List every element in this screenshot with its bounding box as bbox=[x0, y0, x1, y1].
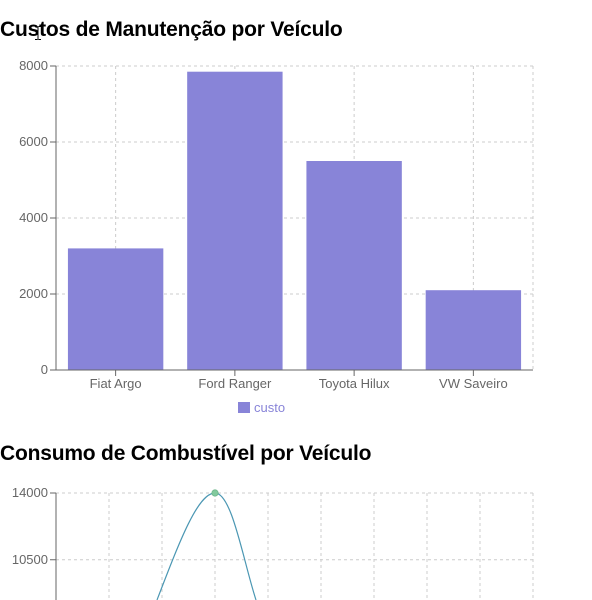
x-tick-label: Ford Ranger bbox=[198, 376, 272, 391]
y-tick-label: 10500 bbox=[12, 552, 48, 567]
legend-swatch-custo bbox=[238, 402, 250, 413]
x-tick-label: Toyota Hilux bbox=[319, 376, 390, 391]
y-tick-label: 14000 bbox=[12, 485, 48, 500]
y-tick-label: 2000 bbox=[19, 286, 48, 301]
y-tick-label: 0 bbox=[41, 362, 48, 377]
x-tick-label: VW Saveiro bbox=[439, 376, 508, 391]
maintenance-cost-bar-chart: 0 2000 4000 6000 8000 Fiat Argo Ford Ranger Toy… bbox=[19, 58, 534, 415]
y-tick-label: 8000 bbox=[19, 58, 48, 73]
bar-fiat-argo bbox=[67, 248, 164, 370]
legend-label-custo: custo bbox=[254, 400, 285, 415]
y-tick-label: 4000 bbox=[19, 210, 48, 225]
bar-toyota-hilux bbox=[306, 161, 402, 370]
fuel-series-line bbox=[156, 492, 257, 600]
chart-title-maintenance: Custos de Manutenção por Veículo bbox=[0, 18, 343, 41]
x-tick-label: Fiat Argo bbox=[90, 376, 142, 391]
y-tick-label: 6000 bbox=[19, 134, 48, 149]
chart-title-fuel: Consumo de Combustível por Veículo bbox=[0, 442, 372, 465]
peak-data-point bbox=[211, 489, 219, 497]
bar-ford-ranger bbox=[187, 71, 283, 370]
text-cursor-icon bbox=[35, 26, 41, 40]
bar-vw-saveiro bbox=[425, 290, 522, 370]
